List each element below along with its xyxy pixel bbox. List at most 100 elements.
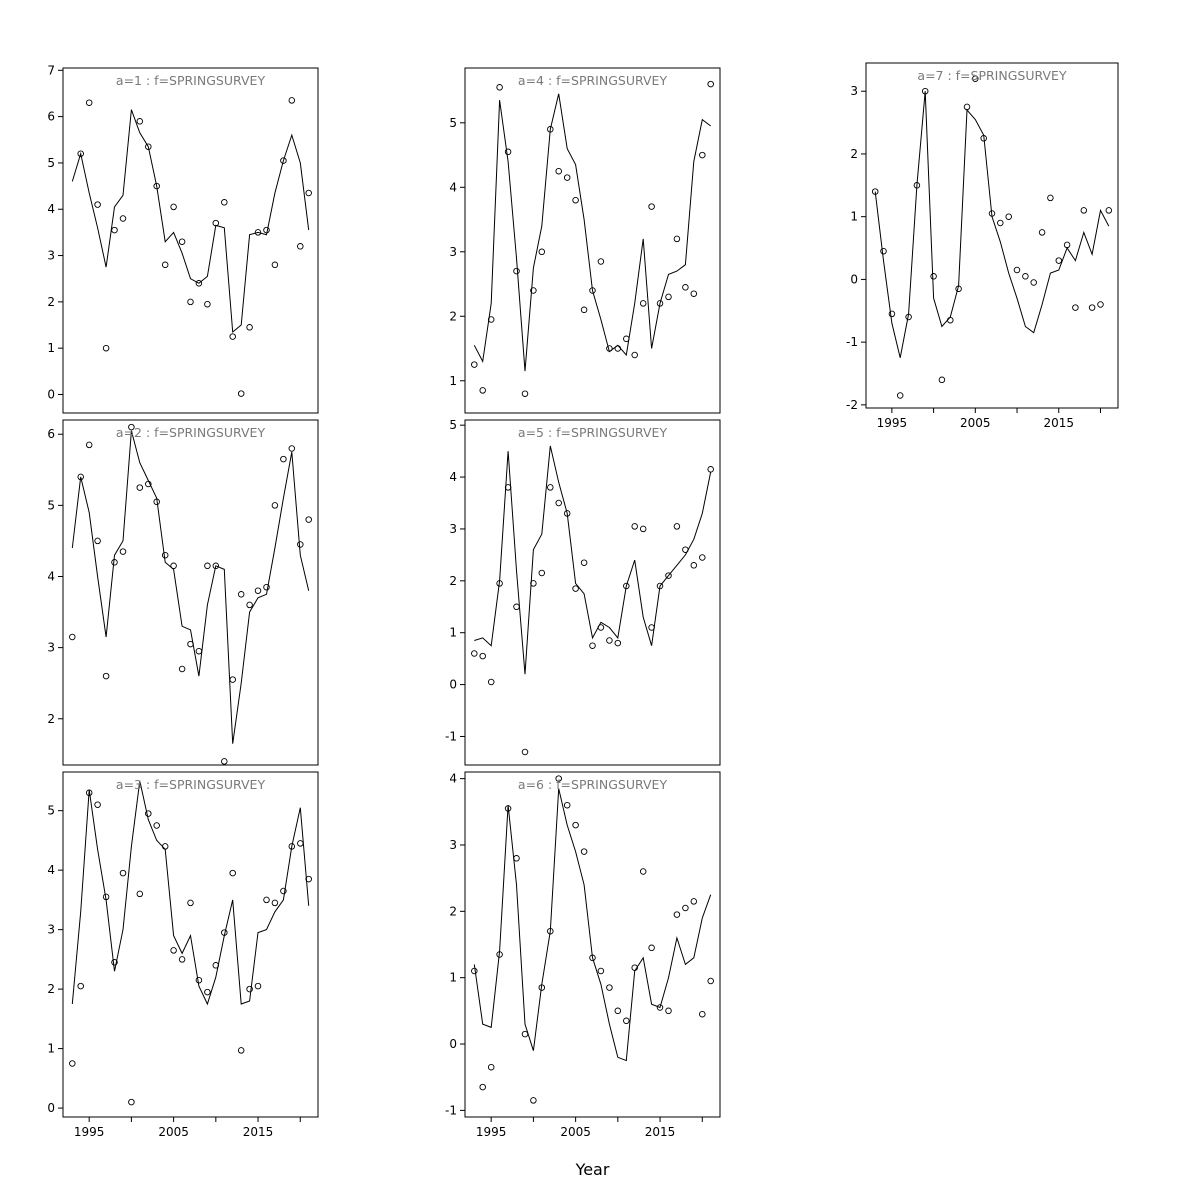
obs-point (1055, 257, 1063, 264)
y-tick-label: 4 (47, 569, 55, 583)
panel-plot-a4: 1 2 3 4 5 (449, 67, 721, 414)
obs-point (204, 300, 211, 308)
obs-point (195, 647, 203, 655)
obs-point (102, 893, 110, 901)
obs-point (648, 203, 655, 210)
obs-point (563, 801, 571, 809)
obs-point (521, 390, 529, 397)
fitted-line (473, 93, 712, 372)
obs-point (128, 1098, 135, 1106)
obs-point (888, 310, 896, 318)
obs-point (589, 954, 596, 962)
y-tick-label: 2 (47, 982, 55, 996)
panel-plot-a7: -2 -1 0 1 2 3 1995 2005 2015 (846, 62, 1119, 430)
obs-point (280, 455, 287, 463)
obs-point (504, 805, 512, 812)
obs-point (487, 678, 495, 686)
obs-point (263, 896, 270, 904)
y-tick-label: 4 (449, 470, 457, 484)
obs-point (690, 290, 698, 297)
obs-point (690, 898, 698, 905)
y-tick-label: 3 (850, 84, 858, 98)
obs-point (938, 376, 946, 384)
obs-point (153, 498, 160, 506)
x-tick-label: 2005 (560, 1125, 591, 1139)
obs-point (682, 904, 689, 912)
y-tick-label: 1 (449, 971, 457, 985)
obs-point (905, 313, 912, 321)
obs-point (221, 929, 228, 936)
panel-plot-a6: -1 0 1 2 3 4 1995 2005 2015 (445, 771, 721, 1139)
obs-point (221, 758, 228, 765)
obs-point (513, 855, 520, 862)
obs-point (673, 911, 681, 918)
obs-point (547, 126, 554, 133)
x-tick-label: 2015 (645, 1125, 676, 1139)
panel-a6: a=6 : f=SPRINGSURVEY -1 0 1 2 3 4 1995 2005 2015 (415, 767, 726, 1152)
panel-a4: a=4 : f=SPRINGSURVEY 1 2 3 4 5 (415, 63, 726, 448)
y-tick-label: 0 (47, 1101, 55, 1115)
obs-point (580, 848, 588, 855)
y-tick-label: 6 (47, 110, 55, 124)
obs-point (707, 80, 714, 88)
panel-plot-a2: 2 3 4 5 6 (47, 419, 319, 766)
fitted-line (71, 780, 310, 1006)
obs-point (707, 977, 714, 985)
obs-point (479, 1083, 486, 1091)
y-tick-label: 4 (47, 202, 55, 216)
obs-point (496, 580, 503, 587)
panel-a2: a=2 : f=SPRINGSURVEY 2 3 4 5 6 (13, 415, 324, 800)
obs-point (297, 243, 304, 250)
obs-point (1030, 279, 1037, 286)
y-tick-label: 3 (47, 923, 55, 937)
obs-point (530, 287, 537, 294)
y-tick-label: -1 (445, 1103, 457, 1117)
panel-title-a5: a=5 : f=SPRINGSURVEY (517, 425, 668, 440)
obs-point (623, 335, 630, 343)
obs-point (513, 267, 520, 275)
obs-point (980, 135, 987, 142)
obs-point (699, 1010, 706, 1018)
obs-point (128, 423, 135, 431)
obs-point (94, 537, 101, 545)
obs-point (237, 390, 245, 397)
obs-point (563, 174, 571, 181)
obs-point (580, 306, 588, 314)
panel-title-a1: a=1 : f=SPRINGSURVEY (115, 73, 266, 88)
obs-point (555, 167, 562, 175)
obs-point (297, 541, 304, 548)
obs-point (204, 988, 211, 996)
panel-title-a6: a=6 : f=SPRINGSURVEY (517, 777, 668, 792)
obs-point (170, 562, 177, 570)
obs-point (665, 572, 672, 579)
panel-a3: a=3 : f=SPRINGSURVEY 0 1 2 3 4 5 1995 2005 2015 (13, 767, 324, 1152)
y-tick-label: 5 (449, 418, 457, 432)
obs-point (119, 869, 127, 877)
obs-point (1013, 266, 1021, 274)
obs-point (521, 748, 529, 756)
obs-point (237, 1047, 245, 1054)
obs-point (102, 344, 110, 352)
obs-point (572, 196, 579, 204)
obs-point (572, 585, 579, 592)
y-tick-label: 0 (850, 272, 858, 286)
plot-box (865, 62, 1119, 409)
obs-point (111, 226, 118, 234)
obs-point (77, 150, 84, 157)
obs-point (471, 361, 478, 368)
obs-point (187, 298, 194, 306)
x-tick-label: 2005 (960, 416, 991, 430)
obs-point (521, 1030, 529, 1038)
obs-point (597, 624, 605, 631)
obs-point (136, 890, 144, 898)
obs-point (221, 199, 228, 206)
obs-point (1097, 301, 1104, 308)
obs-point (997, 219, 1004, 227)
y-tick-label: 3 (449, 245, 457, 259)
obs-point (487, 316, 495, 323)
panel-title-a2: a=2 : f=SPRINGSURVEY (115, 425, 266, 440)
obs-point (913, 182, 921, 189)
obs-point (656, 582, 664, 590)
obs-point (280, 887, 287, 895)
